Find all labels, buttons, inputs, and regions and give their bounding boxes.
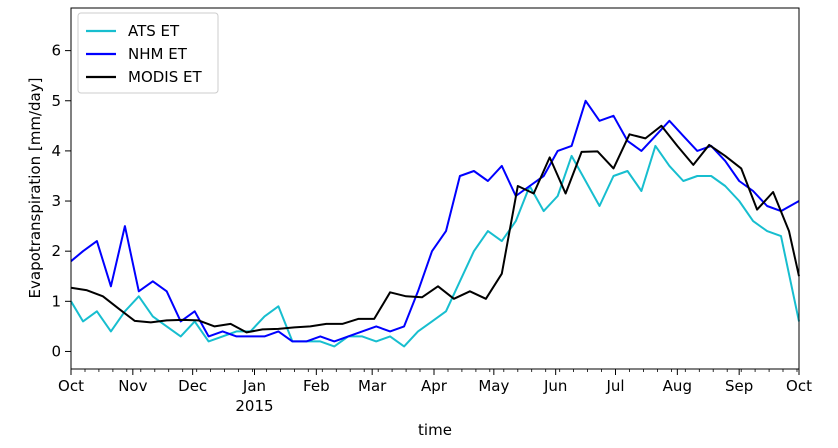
x-axis-label: time xyxy=(418,421,452,439)
y-tick-label: 0 xyxy=(51,342,61,360)
y-tick-label: 6 xyxy=(51,42,61,60)
y-axis-label: Evapotranspiration [mm/day] xyxy=(26,78,44,299)
x-tick-label: Apr xyxy=(421,377,448,395)
x-tick-label: Jan xyxy=(242,377,266,395)
x-tick-label: Oct xyxy=(786,377,812,395)
y-tick-label: 4 xyxy=(51,142,61,160)
legend: ATS ET NHM ET MODIS ET xyxy=(77,12,219,94)
x-tick-label: Dec xyxy=(178,377,207,395)
x-tick-label: Jul xyxy=(605,377,624,395)
x-tick-label: Sep xyxy=(725,377,753,395)
y-tick-label: 3 xyxy=(51,192,61,210)
legend-label-nhm: NHM ET xyxy=(128,45,188,63)
y-tick-label: 2 xyxy=(51,242,61,260)
x-tick-label: Mar xyxy=(358,377,387,395)
legend-label-ats: ATS ET xyxy=(128,22,180,40)
legend-label-modis: MODIS ET xyxy=(128,68,202,86)
x-tick-label: Aug xyxy=(663,377,692,395)
x-tick-label: Oct xyxy=(58,377,84,395)
series-line-ats-et xyxy=(70,144,800,348)
x-year-label: 2015 xyxy=(235,397,273,415)
y-tick-label: 5 xyxy=(51,92,61,110)
x-tick-label: May xyxy=(478,377,509,395)
y-tick-label: 1 xyxy=(51,292,61,310)
plot-frame xyxy=(70,7,800,370)
y-axis: 0 1 2 3 4 5 6 xyxy=(51,42,71,360)
series-line-nhm-et xyxy=(70,99,800,343)
x-axis: Oct Nov Dec Jan Feb Mar Apr May Jun Jul Aug Sep Oct 2… xyxy=(58,369,812,415)
series-line-modis-et xyxy=(70,124,800,334)
x-tick-label: Nov xyxy=(118,377,147,395)
x-tick-label: Jun xyxy=(543,377,567,395)
legend-box xyxy=(77,12,219,94)
x-tick-label: Feb xyxy=(303,377,330,395)
